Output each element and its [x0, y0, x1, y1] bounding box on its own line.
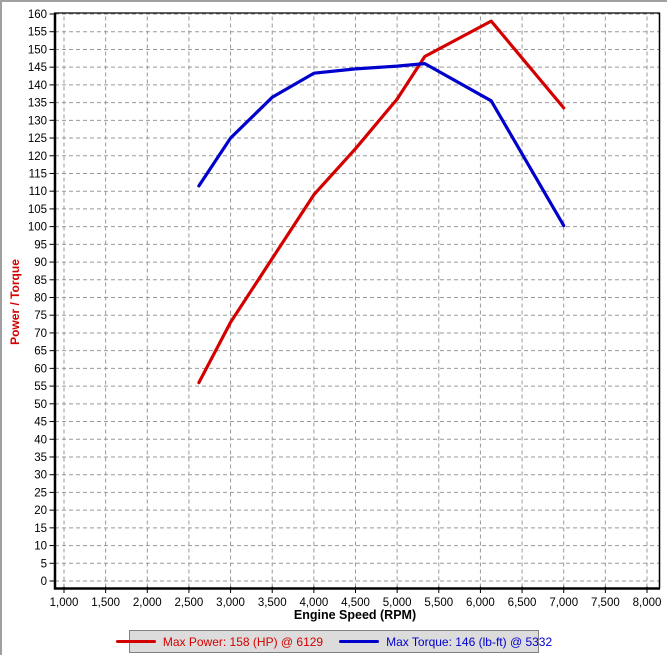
svg-text:135: 135 [28, 98, 47, 110]
svg-text:110: 110 [29, 186, 47, 198]
svg-text:125: 125 [28, 133, 47, 145]
svg-text:40: 40 [34, 434, 47, 446]
svg-text:45: 45 [34, 417, 47, 429]
svg-text:8,000: 8,000 [633, 597, 662, 609]
svg-text:2,500: 2,500 [175, 597, 204, 609]
svg-text:6,000: 6,000 [466, 597, 495, 609]
svg-text:155: 155 [28, 27, 47, 39]
svg-text:3,000: 3,000 [216, 597, 245, 609]
svg-text:7,500: 7,500 [591, 597, 620, 609]
svg-text:70: 70 [34, 328, 47, 340]
svg-text:1,500: 1,500 [91, 597, 120, 609]
svg-text:75: 75 [34, 310, 47, 322]
svg-text:7,000: 7,000 [549, 597, 578, 609]
svg-text:80: 80 [34, 293, 47, 305]
svg-text:100: 100 [28, 222, 47, 234]
svg-text:85: 85 [34, 275, 47, 287]
svg-text:5: 5 [41, 558, 47, 570]
y-axis-title: Power / Torque [8, 259, 22, 345]
torque-line-swatch-icon [339, 640, 380, 643]
power-line-swatch-icon [115, 640, 156, 643]
svg-text:4,500: 4,500 [341, 597, 370, 609]
svg-text:65: 65 [34, 346, 47, 358]
torque-legend-label: Max Torque: 146 (lb-ft) @ 5332 [386, 634, 553, 649]
svg-text:25: 25 [34, 487, 47, 499]
svg-text:3,500: 3,500 [258, 597, 287, 609]
svg-text:145: 145 [28, 62, 47, 74]
svg-text:90: 90 [34, 257, 47, 269]
power-legend-label: Max Power: 158 (HP) @ 6129 [162, 634, 324, 649]
svg-text:60: 60 [34, 363, 47, 375]
x-axis-title: Engine Speed (RPM) [293, 608, 417, 622]
svg-text:5,000: 5,000 [383, 597, 412, 609]
svg-text:0: 0 [41, 576, 47, 588]
legend: Max Power: 158 (HP) @ 6129 Max Torque: 1… [115, 630, 552, 653]
svg-text:55: 55 [34, 381, 47, 393]
svg-text:120: 120 [28, 151, 47, 163]
svg-text:30: 30 [34, 470, 47, 482]
svg-text:130: 130 [28, 115, 47, 127]
svg-text:15: 15 [34, 523, 47, 535]
svg-text:50: 50 [34, 399, 47, 411]
svg-text:2,000: 2,000 [133, 597, 162, 609]
svg-text:6,500: 6,500 [508, 597, 537, 609]
svg-text:1,000: 1,000 [50, 597, 79, 609]
svg-text:10: 10 [34, 541, 47, 553]
svg-text:160: 160 [28, 9, 47, 21]
svg-text:20: 20 [34, 505, 47, 517]
svg-text:5,500: 5,500 [424, 597, 453, 609]
svg-text:140: 140 [28, 80, 47, 92]
svg-text:150: 150 [28, 44, 47, 56]
svg-text:105: 105 [28, 204, 47, 216]
legend-entry-max-torque: Max Torque: 146 (lb-ft) @ 5332 [339, 635, 552, 649]
svg-text:35: 35 [34, 452, 47, 464]
legend-entry-max-power: Max Power: 158 (HP) @ 6129 [115, 634, 324, 649]
svg-text:4,000: 4,000 [299, 597, 328, 609]
svg-text:115: 115 [29, 168, 47, 180]
svg-text:95: 95 [34, 239, 47, 251]
